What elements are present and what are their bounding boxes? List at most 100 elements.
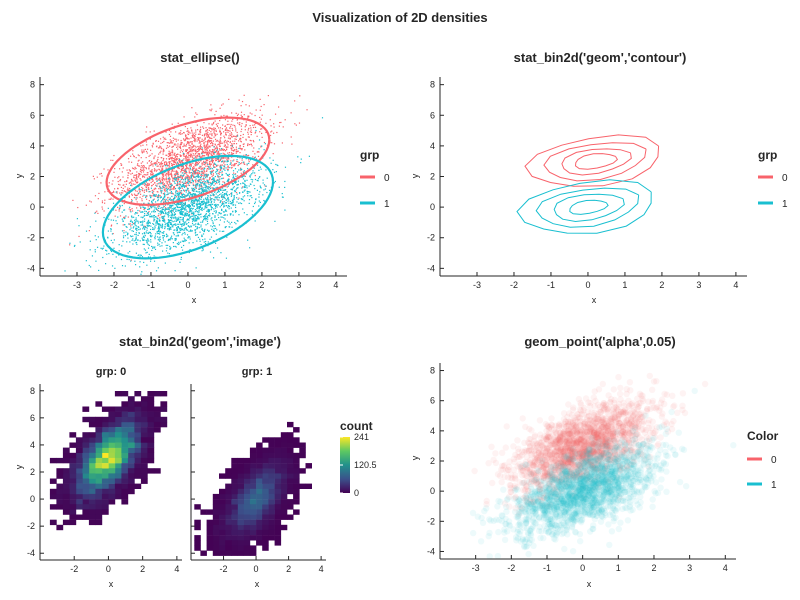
scatter-point-grp1 [161, 217, 164, 220]
heatmap-bin-grp1 [225, 488, 232, 495]
scatter-point-grp1 [179, 206, 182, 208]
scatter-point-grp0 [218, 171, 220, 173]
heatmap-bin-grp0 [88, 463, 96, 469]
scatter-point-grp0 [241, 162, 243, 164]
scatter-point-grp1 [158, 232, 160, 235]
scatter-point-grp0 [195, 138, 197, 140]
scatter-point-grp0 [152, 163, 154, 165]
scatter-point-grp0 [223, 149, 226, 151]
scatter-point-grp0 [181, 181, 183, 183]
scatter-point-grp0 [191, 159, 193, 161]
scatter-point-grp1 [133, 223, 136, 225]
scatter-point-grp1 [200, 216, 202, 218]
scatter-point-grp1 [246, 214, 248, 216]
scatter-point-grp0 [261, 114, 263, 116]
scatter-point-grp0 [250, 143, 252, 145]
scatter-point-grp1 [188, 251, 190, 254]
scatter-point-grp0 [188, 154, 190, 157]
heatmap-bin-grp1 [280, 478, 288, 484]
scatter-point-grp1 [210, 184, 212, 187]
scatter-point-grp1 [206, 201, 208, 203]
scatter-point-grp1 [165, 244, 167, 247]
scatter-point-grp1 [213, 184, 215, 186]
heatmap-bin-grp1 [219, 499, 226, 505]
scatter-point-grp1 [161, 245, 163, 247]
scatter-point-grp0 [243, 143, 245, 145]
scatter-point-grp0 [219, 168, 221, 170]
scatter-point-grp1 [178, 223, 180, 225]
scatter-point-grp1 [166, 212, 168, 214]
scatter-point-grp0 [257, 155, 260, 158]
scatter-point-grp1 [171, 220, 173, 222]
scatter-point-grp0 [226, 142, 228, 144]
scatter-point-grp0 [208, 127, 210, 129]
scatter-point-grp0 [237, 113, 239, 115]
scatter-point-grp0 [172, 163, 175, 165]
heatmap-bin-grp1 [237, 493, 244, 500]
scatter-point-grp1 [191, 196, 193, 198]
scatter-point-grp1 [225, 193, 228, 196]
scatter-point-grp1 [214, 175, 216, 178]
scatter-point-grp0 [185, 155, 187, 157]
scatter-point-grp0 [186, 163, 188, 166]
scatter-point-grp0 [182, 153, 185, 155]
scatter-point-grp0 [177, 148, 179, 150]
scatter-point-grp1 [211, 200, 213, 202]
scatter-point-grp1 [185, 212, 187, 214]
heatmap-bin-grp0 [147, 432, 155, 438]
scatter-point-grp1 [108, 218, 110, 220]
heatmap-bin-grp1 [287, 442, 294, 448]
heatmap-bin-grp1 [280, 463, 288, 469]
heatmap-bin-grp1 [280, 488, 288, 495]
heatmap-bin-grp1 [249, 483, 257, 489]
scatter-point-grp1 [135, 238, 137, 240]
scatter-point-grp0 [169, 207, 171, 209]
scatter-point-grp1 [197, 222, 199, 224]
scatter-point-grp0 [196, 157, 198, 159]
scatter-point-grp1 [195, 231, 197, 233]
scatter-point-grp1 [227, 198, 229, 200]
heatmap-bin-grp0 [114, 493, 122, 500]
heatmap-bin-grp0 [127, 488, 135, 495]
scatter-point-grp0 [218, 148, 221, 150]
heatmap-bin-grp1 [262, 468, 269, 474]
scatter-point-grp1 [135, 252, 137, 254]
scatter-point-grp0 [181, 161, 183, 164]
scatter-point-grp0 [138, 186, 140, 188]
scatter-point-grp1 [219, 178, 221, 180]
scatter-point-grp1 [190, 200, 193, 203]
heatmap-bin-grp0 [108, 478, 116, 484]
scatter-point-grp0 [217, 158, 220, 160]
scatter-point-grp1 [144, 228, 146, 231]
scatter-point-grp1 [160, 190, 162, 192]
scatter-point-grp1 [182, 218, 184, 220]
scatter-point-grp1 [215, 205, 217, 208]
scatter-point-grp0 [217, 176, 219, 178]
scatter-point-grp1 [196, 219, 198, 221]
scatter-point-grp1 [169, 197, 171, 199]
scatter-point-grp0 [129, 187, 131, 190]
scatter-point-grp1 [224, 189, 226, 191]
scatter-point-grp1 [162, 185, 164, 188]
scatter-point-grp1 [184, 231, 186, 234]
heatmap-bin-grp0 [82, 514, 90, 520]
scatter-point-grp1 [157, 242, 159, 244]
heatmap-bin-grp1 [231, 545, 238, 551]
scatter-point-grp1 [136, 239, 138, 241]
scatter-point-grp0 [232, 140, 234, 142]
scatter-point-grp1 [137, 222, 140, 224]
scatter-point-grp1 [216, 218, 218, 221]
scatter-point-grp0 [169, 187, 171, 189]
scatter-point-grp1 [106, 253, 108, 255]
scatter-point-grp0 [209, 165, 212, 167]
scatter-point-grp0 [192, 134, 194, 137]
scatter-point-grp1 [169, 222, 172, 224]
scatter-point-grp1 [177, 182, 179, 184]
scatter-point-grp1 [146, 241, 148, 243]
scatter-point-grp0 [160, 191, 162, 193]
scatter-point-grp1 [142, 206, 144, 208]
scatter-point-grp1 [217, 157, 219, 159]
scatter-point-grp1 [228, 199, 230, 201]
scatter-point-grp1 [177, 226, 180, 228]
scatter-point-grp0 [238, 99, 240, 101]
